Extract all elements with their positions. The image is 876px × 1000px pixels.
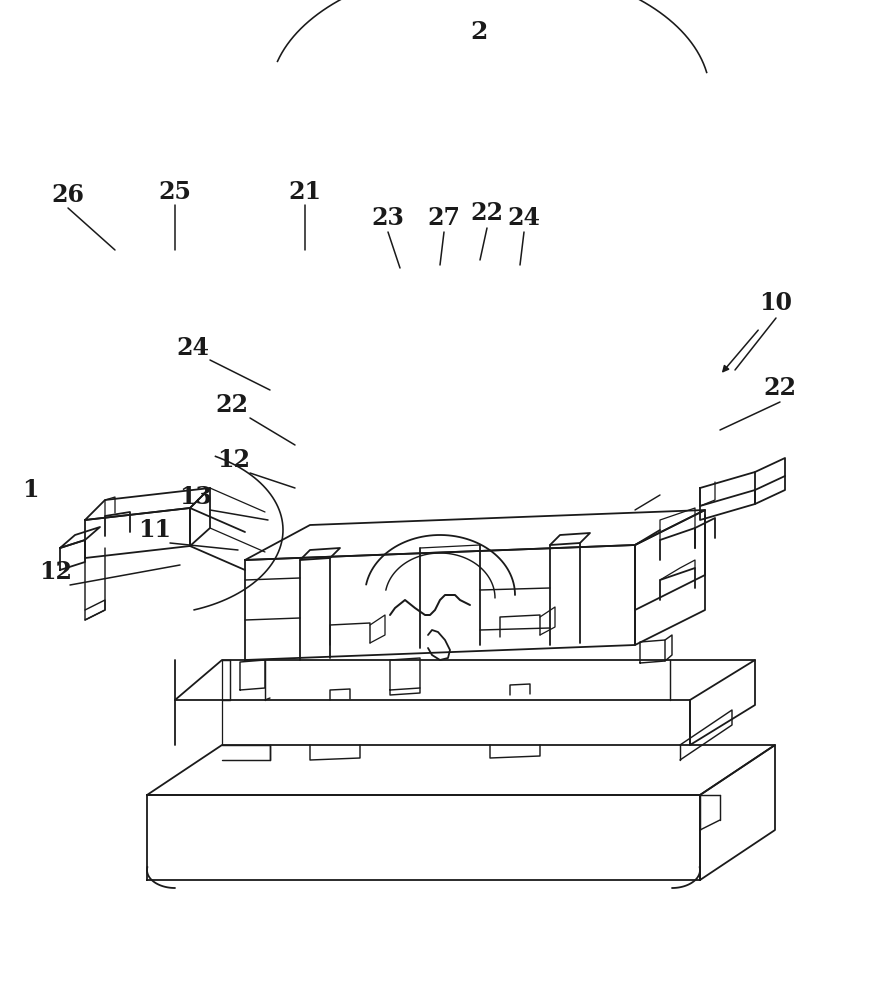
Text: 22: 22 xyxy=(215,393,249,417)
Text: 27: 27 xyxy=(427,206,461,230)
Text: 2: 2 xyxy=(470,20,488,44)
Text: 22: 22 xyxy=(470,201,504,225)
Text: 12: 12 xyxy=(217,448,251,472)
Text: 26: 26 xyxy=(52,183,84,207)
Text: 12: 12 xyxy=(39,560,73,584)
Text: 23: 23 xyxy=(371,206,405,230)
Text: 21: 21 xyxy=(288,180,321,204)
Text: 10: 10 xyxy=(759,291,793,315)
Text: 22: 22 xyxy=(764,376,796,400)
Text: 13: 13 xyxy=(180,485,213,509)
Text: 24: 24 xyxy=(507,206,540,230)
Text: 24: 24 xyxy=(176,336,209,360)
Text: 25: 25 xyxy=(159,180,192,204)
Text: 1: 1 xyxy=(22,478,39,502)
Text: 11: 11 xyxy=(138,518,172,542)
